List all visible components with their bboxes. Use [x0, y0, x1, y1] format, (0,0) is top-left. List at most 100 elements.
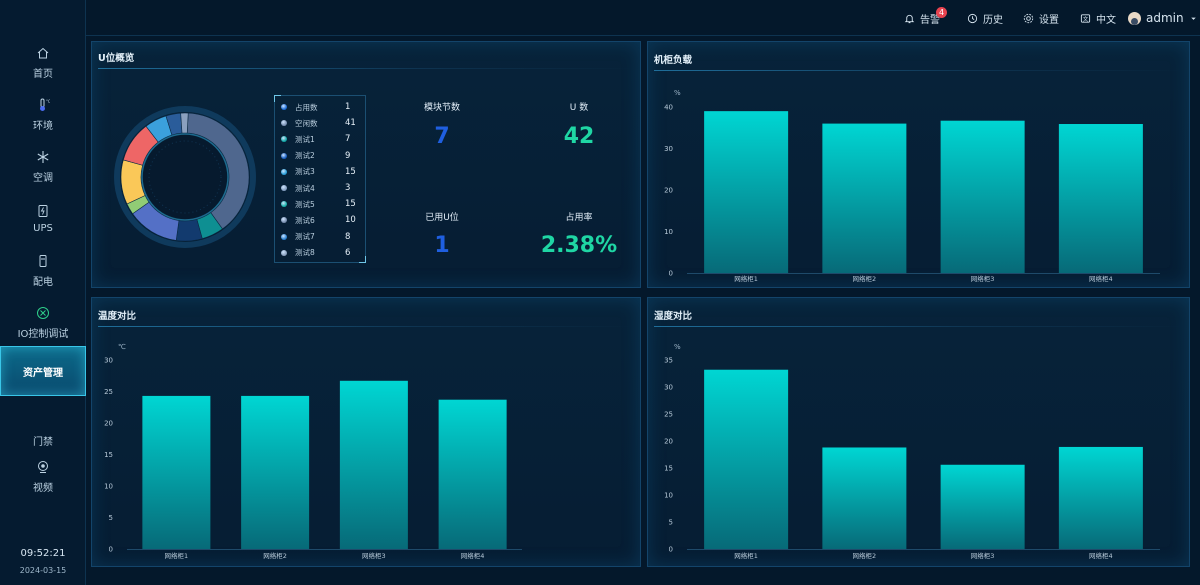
sidebar-item-home[interactable]: 首页: [0, 36, 86, 88]
svg-text:°C: °C: [46, 99, 50, 104]
stat-occupancy-label: 占用率: [565, 213, 593, 223]
cabinet-load-bar-chart: % 0 10 20 30 40 网络柜1 网络柜2 网络柜3 网络柜4: [664, 89, 1160, 283]
legend-name: 测试3: [295, 167, 315, 177]
sidebar-item-power[interactable]: 配电: [0, 244, 86, 296]
panel-title: 湿度对比: [654, 311, 693, 322]
sidebar-item-io-control[interactable]: IO控制调试: [0, 296, 86, 348]
legend-value: 9: [345, 150, 351, 161]
legend-dot: [281, 217, 287, 224]
bar[interactable]: [822, 447, 907, 549]
legend-item[interactable]: 测试8 6: [275, 246, 367, 260]
x-tick-label: 网络柜2: [853, 551, 877, 560]
bar[interactable]: [940, 120, 1025, 273]
temperature-panel: 温度对比 ℃ 0 5 10 15 20 25 30 网络柜1 网络柜2 网络柜3 网络柜4: [91, 297, 641, 567]
legend-item[interactable]: 占用数 1: [275, 100, 367, 114]
stat-module-count-value: 7: [434, 124, 450, 149]
bar[interactable]: [940, 464, 1025, 549]
y-tick-label: 10: [664, 228, 673, 236]
legend-dot: [281, 136, 287, 143]
legend-item[interactable]: 测试2 9: [275, 149, 367, 163]
avatar: [1128, 11, 1141, 25]
settings-button[interactable]: 设置: [1023, 10, 1059, 26]
user-menu[interactable]: admin: [1128, 10, 1200, 26]
sidebar-item-door[interactable]: 门禁: [0, 404, 86, 456]
legend-value: 7: [345, 134, 351, 145]
bar[interactable]: [339, 380, 408, 549]
sidebar-item-label: 门禁: [33, 436, 53, 448]
panel-divider: [654, 70, 1183, 71]
y-tick-label: 15: [104, 451, 113, 459]
y-tick-label: 20: [104, 420, 113, 428]
y-tick-label: 15: [664, 465, 673, 473]
legend-value: 3: [345, 183, 351, 193]
sidebar-item-label: 资产管理: [23, 367, 63, 379]
legend-item[interactable]: 空闲数 41: [275, 116, 367, 130]
history-icon: [967, 13, 978, 23]
donut-slice: [120, 159, 146, 205]
y-tick-label: 10: [664, 492, 673, 500]
stat-occupancy-value: 2.38%: [540, 233, 618, 258]
u-legend: 占用数 1 空闲数 41 测试1 7 测试2 9 测试3 15 测试4 3 测试5 15 测试6 10 测试7 8…: [274, 95, 366, 263]
stat-module-count-label: 模块节数: [423, 103, 460, 113]
panel-title: 温度对比: [98, 311, 137, 322]
legend-name: 测试8: [295, 248, 315, 258]
y-tick-label: 0: [669, 546, 673, 554]
sidebar-item-video[interactable]: 视频: [0, 450, 86, 502]
legend-value: 10: [345, 215, 356, 226]
legend-item[interactable]: 测试5 15: [275, 197, 367, 211]
u-overview-panel: U位概览 占用数 1 空闲数 41 测试1 7 测试2 9 测试3 15 测试4 3 测试5 15 测试6 1…: [91, 41, 641, 288]
sidebar-item-aircon[interactable]: 空调: [0, 140, 86, 192]
legend-item[interactable]: 测试7 8: [275, 230, 367, 244]
legend-item[interactable]: 测试3 15: [275, 165, 367, 179]
sidebar: 首页 °C 环境 空调 UPS 配电 IO控制调试 资产管理 门禁: [0, 0, 86, 585]
donut-slice: [180, 112, 189, 134]
sidebar-item-label: 视频: [33, 482, 53, 494]
bar[interactable]: [241, 395, 310, 549]
legend-dot: [281, 249, 287, 256]
user-name: admin: [1146, 11, 1184, 25]
language-icon: 文: [1080, 13, 1091, 22]
language-button[interactable]: 文 中文: [1080, 10, 1116, 26]
bar[interactable]: [438, 399, 507, 549]
y-tick-label: 30: [664, 145, 673, 153]
sidebar-item-ups[interactable]: UPS: [0, 192, 86, 244]
bar[interactable]: [822, 123, 907, 273]
top-bar: 告警 4 历史 设置 文 中文 admin: [86, 0, 1200, 36]
snowflake-icon: [35, 149, 51, 165]
donut-center-ring: [148, 140, 222, 214]
sidebar-item-asset[interactable]: 资产管理: [0, 346, 86, 396]
sidebar-item-label: IO控制调试: [17, 328, 69, 340]
legend-dot: [281, 120, 287, 127]
panel-title: 机柜负载: [654, 55, 693, 66]
legend-item[interactable]: 测试6 10: [275, 213, 367, 227]
legend-name: 测试5: [295, 199, 315, 209]
alarm-button[interactable]: 告警 4: [904, 7, 947, 26]
legend-item[interactable]: 测试1 7: [275, 132, 367, 146]
bar[interactable]: [142, 395, 211, 549]
legend-dot: [281, 152, 287, 159]
sidebar-item-label: 配电: [33, 276, 53, 288]
stat-used-u-value: 1: [434, 233, 450, 258]
y-tick-label: 10: [104, 483, 113, 491]
sidebar-item-label: 首页: [33, 68, 53, 80]
y-tick-label: 20: [664, 438, 673, 446]
sidebar-item-label: 环境: [33, 120, 53, 132]
bar[interactable]: [704, 111, 789, 274]
y-tick-label: 30: [104, 357, 113, 365]
bar[interactable]: [1058, 124, 1143, 273]
alarm-label: 告警: [920, 14, 940, 26]
panel-title: U位概览: [98, 53, 135, 64]
legend-item[interactable]: 测试4 3: [275, 181, 367, 195]
history-button[interactable]: 历史: [967, 10, 1003, 26]
legend-value: 41: [345, 118, 356, 129]
language-label: 中文: [1096, 14, 1116, 26]
legend-dot: [281, 185, 287, 191]
x-tick-label: 网络柜2: [853, 274, 877, 283]
legend-value: 6: [345, 247, 351, 258]
bar[interactable]: [1058, 446, 1143, 549]
legend-name: 测试2: [295, 151, 315, 161]
legend-value: 8: [345, 231, 351, 242]
bar[interactable]: [704, 369, 789, 549]
legend-value: 15: [345, 199, 356, 210]
sidebar-item-environment[interactable]: °C 环境: [0, 88, 86, 140]
